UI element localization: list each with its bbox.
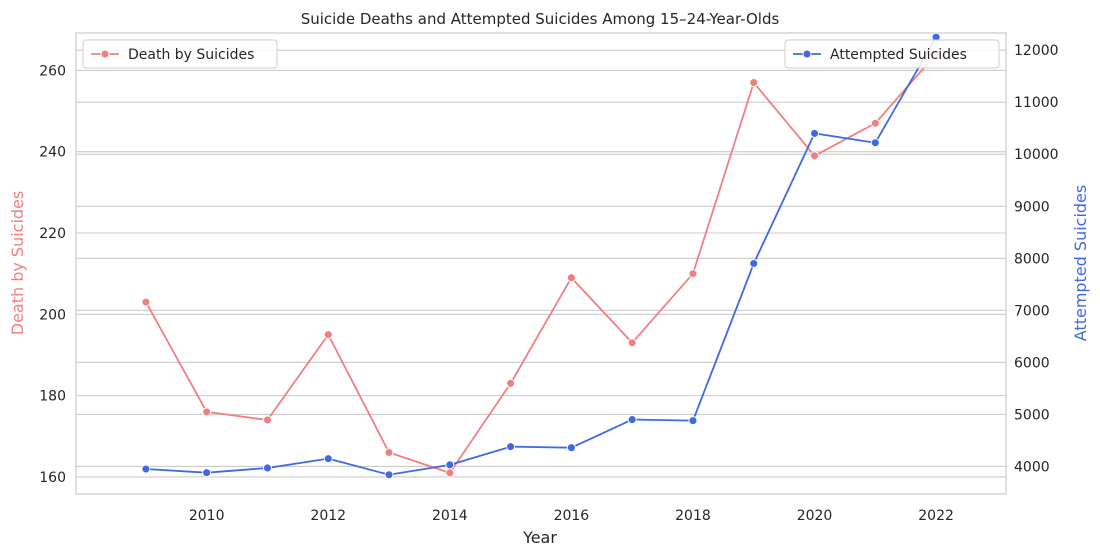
y-axis-left-label: Death by Suicides: [8, 191, 27, 336]
data-point: [688, 416, 698, 426]
data-point: [141, 464, 151, 474]
series-line: [145, 36, 937, 476]
legend-box: [784, 39, 1000, 69]
x-tick-label: 2022: [918, 508, 954, 524]
y-left-tick-label: 260: [39, 63, 66, 79]
y-right-tick-label: 11000: [1014, 95, 1059, 111]
y-left-tick-label: 180: [39, 389, 66, 405]
y-left-tick-label: 220: [39, 226, 66, 242]
data-point: [810, 128, 819, 138]
data-point: [323, 330, 333, 340]
plot-frame: [75, 32, 1007, 495]
data-point: [566, 273, 576, 283]
data-point: [506, 442, 516, 452]
x-axis-label: Year: [522, 528, 557, 547]
data-point: [445, 460, 455, 470]
data-point: [627, 338, 637, 348]
x-tick-label: 2010: [189, 508, 225, 524]
y-right-tick-label: 9000: [1014, 199, 1050, 215]
y-left-tick-label: 200: [39, 307, 66, 323]
data-point: [445, 468, 455, 478]
data-point: [870, 118, 880, 128]
data-point: [141, 297, 151, 307]
data-point: [323, 454, 333, 464]
data-point: [202, 468, 212, 478]
legend-label: Death by Suicides: [128, 47, 254, 63]
y-right-tick-label: 7000: [1014, 303, 1050, 319]
y-right-tick-label: 4000: [1014, 459, 1050, 475]
data-point: [202, 407, 212, 417]
legend-box: [82, 39, 278, 69]
legend-marker: [100, 49, 110, 59]
data-point: [749, 259, 759, 268]
x-tick-label: 2012: [310, 508, 346, 524]
y-right-tick-label: 12000: [1014, 43, 1059, 59]
legend: Death by Suicides: [82, 39, 278, 69]
y-right-tick-label: 8000: [1014, 251, 1050, 267]
x-tick-label: 2020: [797, 508, 833, 524]
plot-area: 2010 2012 2014 2016 2018 2020 2022 160 180 200 220…: [39, 32, 1059, 524]
x-tick-label: 2014: [432, 508, 468, 524]
data-point: [566, 443, 576, 453]
data-point: [627, 415, 637, 425]
x-tick-label: 2016: [554, 508, 590, 524]
y-axis-right-label: Attempted Suicides: [1071, 185, 1090, 341]
y-left-tick-label: 240: [39, 145, 66, 161]
y-left-tick-label: 160: [39, 470, 66, 486]
data-point: [870, 138, 880, 148]
y-right-tick-label: 5000: [1014, 407, 1050, 423]
y-right-tick-label: 6000: [1014, 355, 1050, 371]
data-point: [749, 78, 759, 88]
y-right-tick-label: 10000: [1014, 147, 1059, 163]
legend-label: Attempted Suicides: [830, 47, 967, 63]
series-line: [145, 53, 937, 474]
data-point: [263, 463, 272, 473]
x-tick-label: 2018: [675, 508, 711, 524]
data-point: [688, 269, 698, 279]
data-point: [263, 415, 272, 425]
chart-title: Suicide Deaths and Attempted Suicides Am…: [301, 10, 780, 28]
data-point: [506, 378, 516, 388]
data-point: [384, 470, 394, 480]
legend: Attempted Suicides: [784, 39, 1000, 69]
legend-marker: [802, 49, 812, 59]
data-point: [810, 151, 819, 161]
data-point: [384, 448, 394, 457]
